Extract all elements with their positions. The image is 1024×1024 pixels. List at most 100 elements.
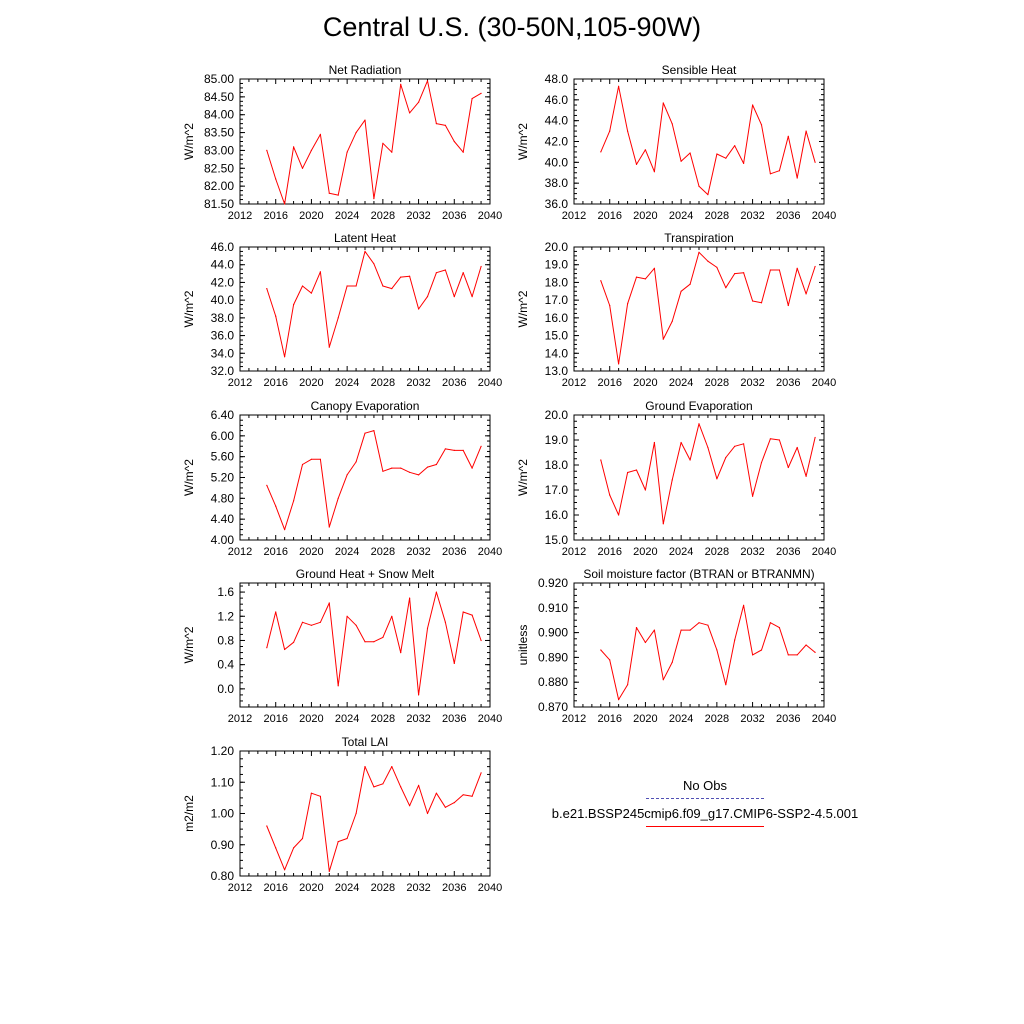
data-point [725,157,727,159]
data-point [471,98,473,100]
x-tick-label: 2016 [263,546,287,558]
data-point [418,101,420,103]
x-tick-label: 2020 [299,882,323,894]
data-point [284,648,286,651]
data-point [319,795,321,797]
data-point [698,251,700,253]
data-point [328,526,330,528]
data-point [734,445,736,447]
x-tick-label: 2028 [371,210,395,222]
data-point [319,271,321,273]
x-tick-label: 2040 [812,546,836,558]
data-point [752,495,754,497]
data-point [743,443,745,445]
data-point [716,478,718,480]
y-axis-label: W/m^2 [516,459,530,496]
y-tick-label: 46.0 [211,240,235,254]
x-tick-label: 2020 [299,546,323,558]
y-tick-label: 0.920 [538,576,568,590]
y-tick-label: 44.0 [545,114,569,128]
data-point [275,315,277,317]
data-point [319,458,321,460]
data-point [760,461,763,464]
data-point [266,149,268,151]
data-point [662,338,664,340]
data-point [426,296,429,298]
x-tick-label: 2040 [478,546,502,558]
panel-frame [573,246,825,372]
y-tick-label: 16.0 [545,508,569,522]
x-tick-label: 2028 [705,546,729,558]
y-tick-label: 42.0 [211,275,235,289]
x-tick-label: 2028 [371,713,395,725]
y-tick-label: 4.00 [211,533,235,547]
data-point [627,471,629,474]
data-point [805,475,807,477]
data-point [627,303,629,305]
legend-label-case: b.e21.BSSP245cmip6.f09_g17.CMIP6-SSP2-4.… [551,806,859,821]
series-line [600,251,816,365]
y-tick-label: 48.0 [545,72,569,86]
data-point [301,463,304,466]
x-tick-label: 2024 [335,713,359,725]
x-tick-label: 2040 [478,882,502,894]
x-tick-label: 2012 [228,882,252,894]
data-point [328,602,330,604]
y-axis-label: W/m^2 [516,123,530,160]
data-point [373,786,375,788]
y-tick-label: 4.80 [211,491,235,505]
y-tick-label: 1.20 [211,744,235,758]
y-tick-label: 20.0 [545,240,569,254]
x-tick-label: 2020 [633,713,657,725]
data-point [778,627,781,629]
data-point [716,266,718,268]
data-point [689,459,691,461]
data-point [805,644,807,646]
data-point [373,641,375,643]
data-point [444,124,446,126]
data-point [618,85,620,87]
data-point [725,456,727,459]
data-point [418,308,420,310]
series-line [600,423,816,525]
x-tick-label: 2020 [299,377,323,389]
y-tick-label: 4.40 [211,512,235,526]
y-tick-label: 85.00 [204,72,234,86]
y-tick-label: 84.00 [204,108,234,122]
x-tick-label: 2028 [705,377,729,389]
data-point [760,649,763,651]
data-point [355,132,357,134]
panel-frame [573,414,825,541]
panel-frame [239,750,491,877]
data-point [453,802,455,804]
data-point [680,629,682,631]
x-tick-label: 2040 [812,377,836,389]
data-point [266,825,268,827]
y-tick-label: 17.0 [545,293,569,307]
data-point [328,346,330,348]
y-axis-label: m2/m2 [182,795,196,832]
data-point [435,591,437,593]
y-tick-label: 34.0 [211,346,235,360]
data-point [391,288,393,290]
panel-title: Sensible Heat [662,63,737,77]
panel-6: Ground Heat + Snow Melt W/m^2 2012 2016 2020… [182,567,502,725]
x-tick-label: 2020 [299,713,323,725]
data-point [337,841,339,843]
data-point [275,611,277,613]
data-point [725,684,727,686]
y-axis-label: W/m^2 [182,459,196,496]
data-point [635,163,638,165]
data-point [418,694,420,696]
data-point [600,280,602,282]
y-tick-label: 38.0 [211,311,235,325]
y-tick-label: 20.0 [545,408,569,422]
data-point [814,651,816,654]
x-tick-label: 2024 [669,210,693,222]
data-point [435,463,437,466]
x-tick-label: 2032 [406,546,430,558]
data-point [471,467,473,469]
data-point [444,269,446,271]
data-point [680,441,682,444]
data-point [355,624,357,626]
